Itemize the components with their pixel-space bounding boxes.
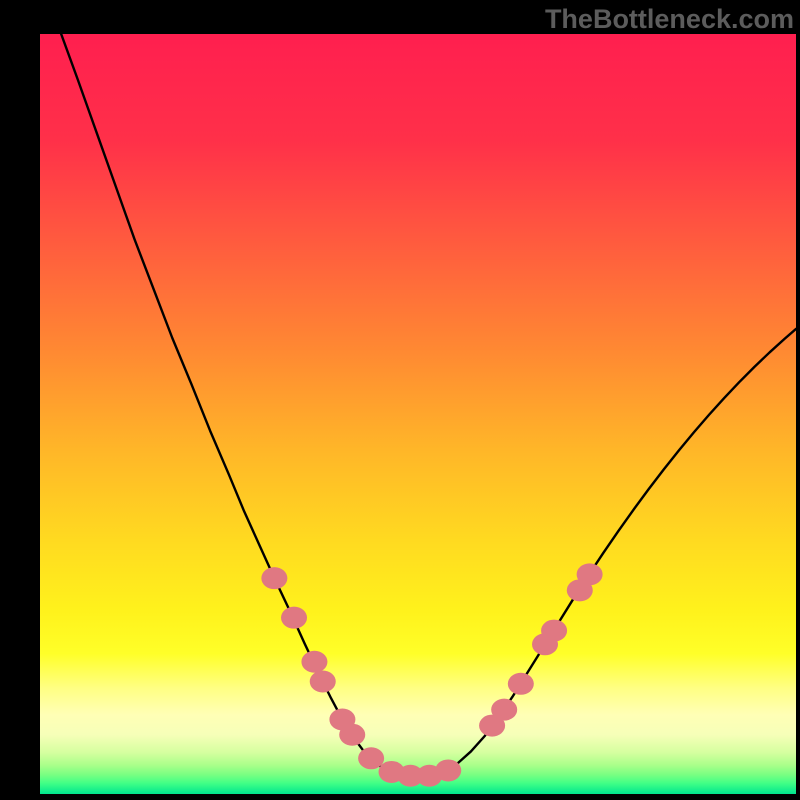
data-marker — [310, 671, 336, 693]
data-marker — [339, 724, 365, 746]
data-marker — [358, 747, 384, 769]
data-marker — [508, 673, 534, 695]
data-marker — [261, 567, 287, 589]
data-marker — [491, 699, 517, 721]
gradient-background — [40, 34, 796, 794]
watermark-text: TheBottleneck.com — [545, 4, 794, 35]
data-marker — [541, 620, 567, 642]
data-marker — [281, 607, 307, 629]
data-marker — [577, 563, 603, 585]
data-marker — [301, 651, 327, 673]
data-marker — [435, 759, 461, 781]
